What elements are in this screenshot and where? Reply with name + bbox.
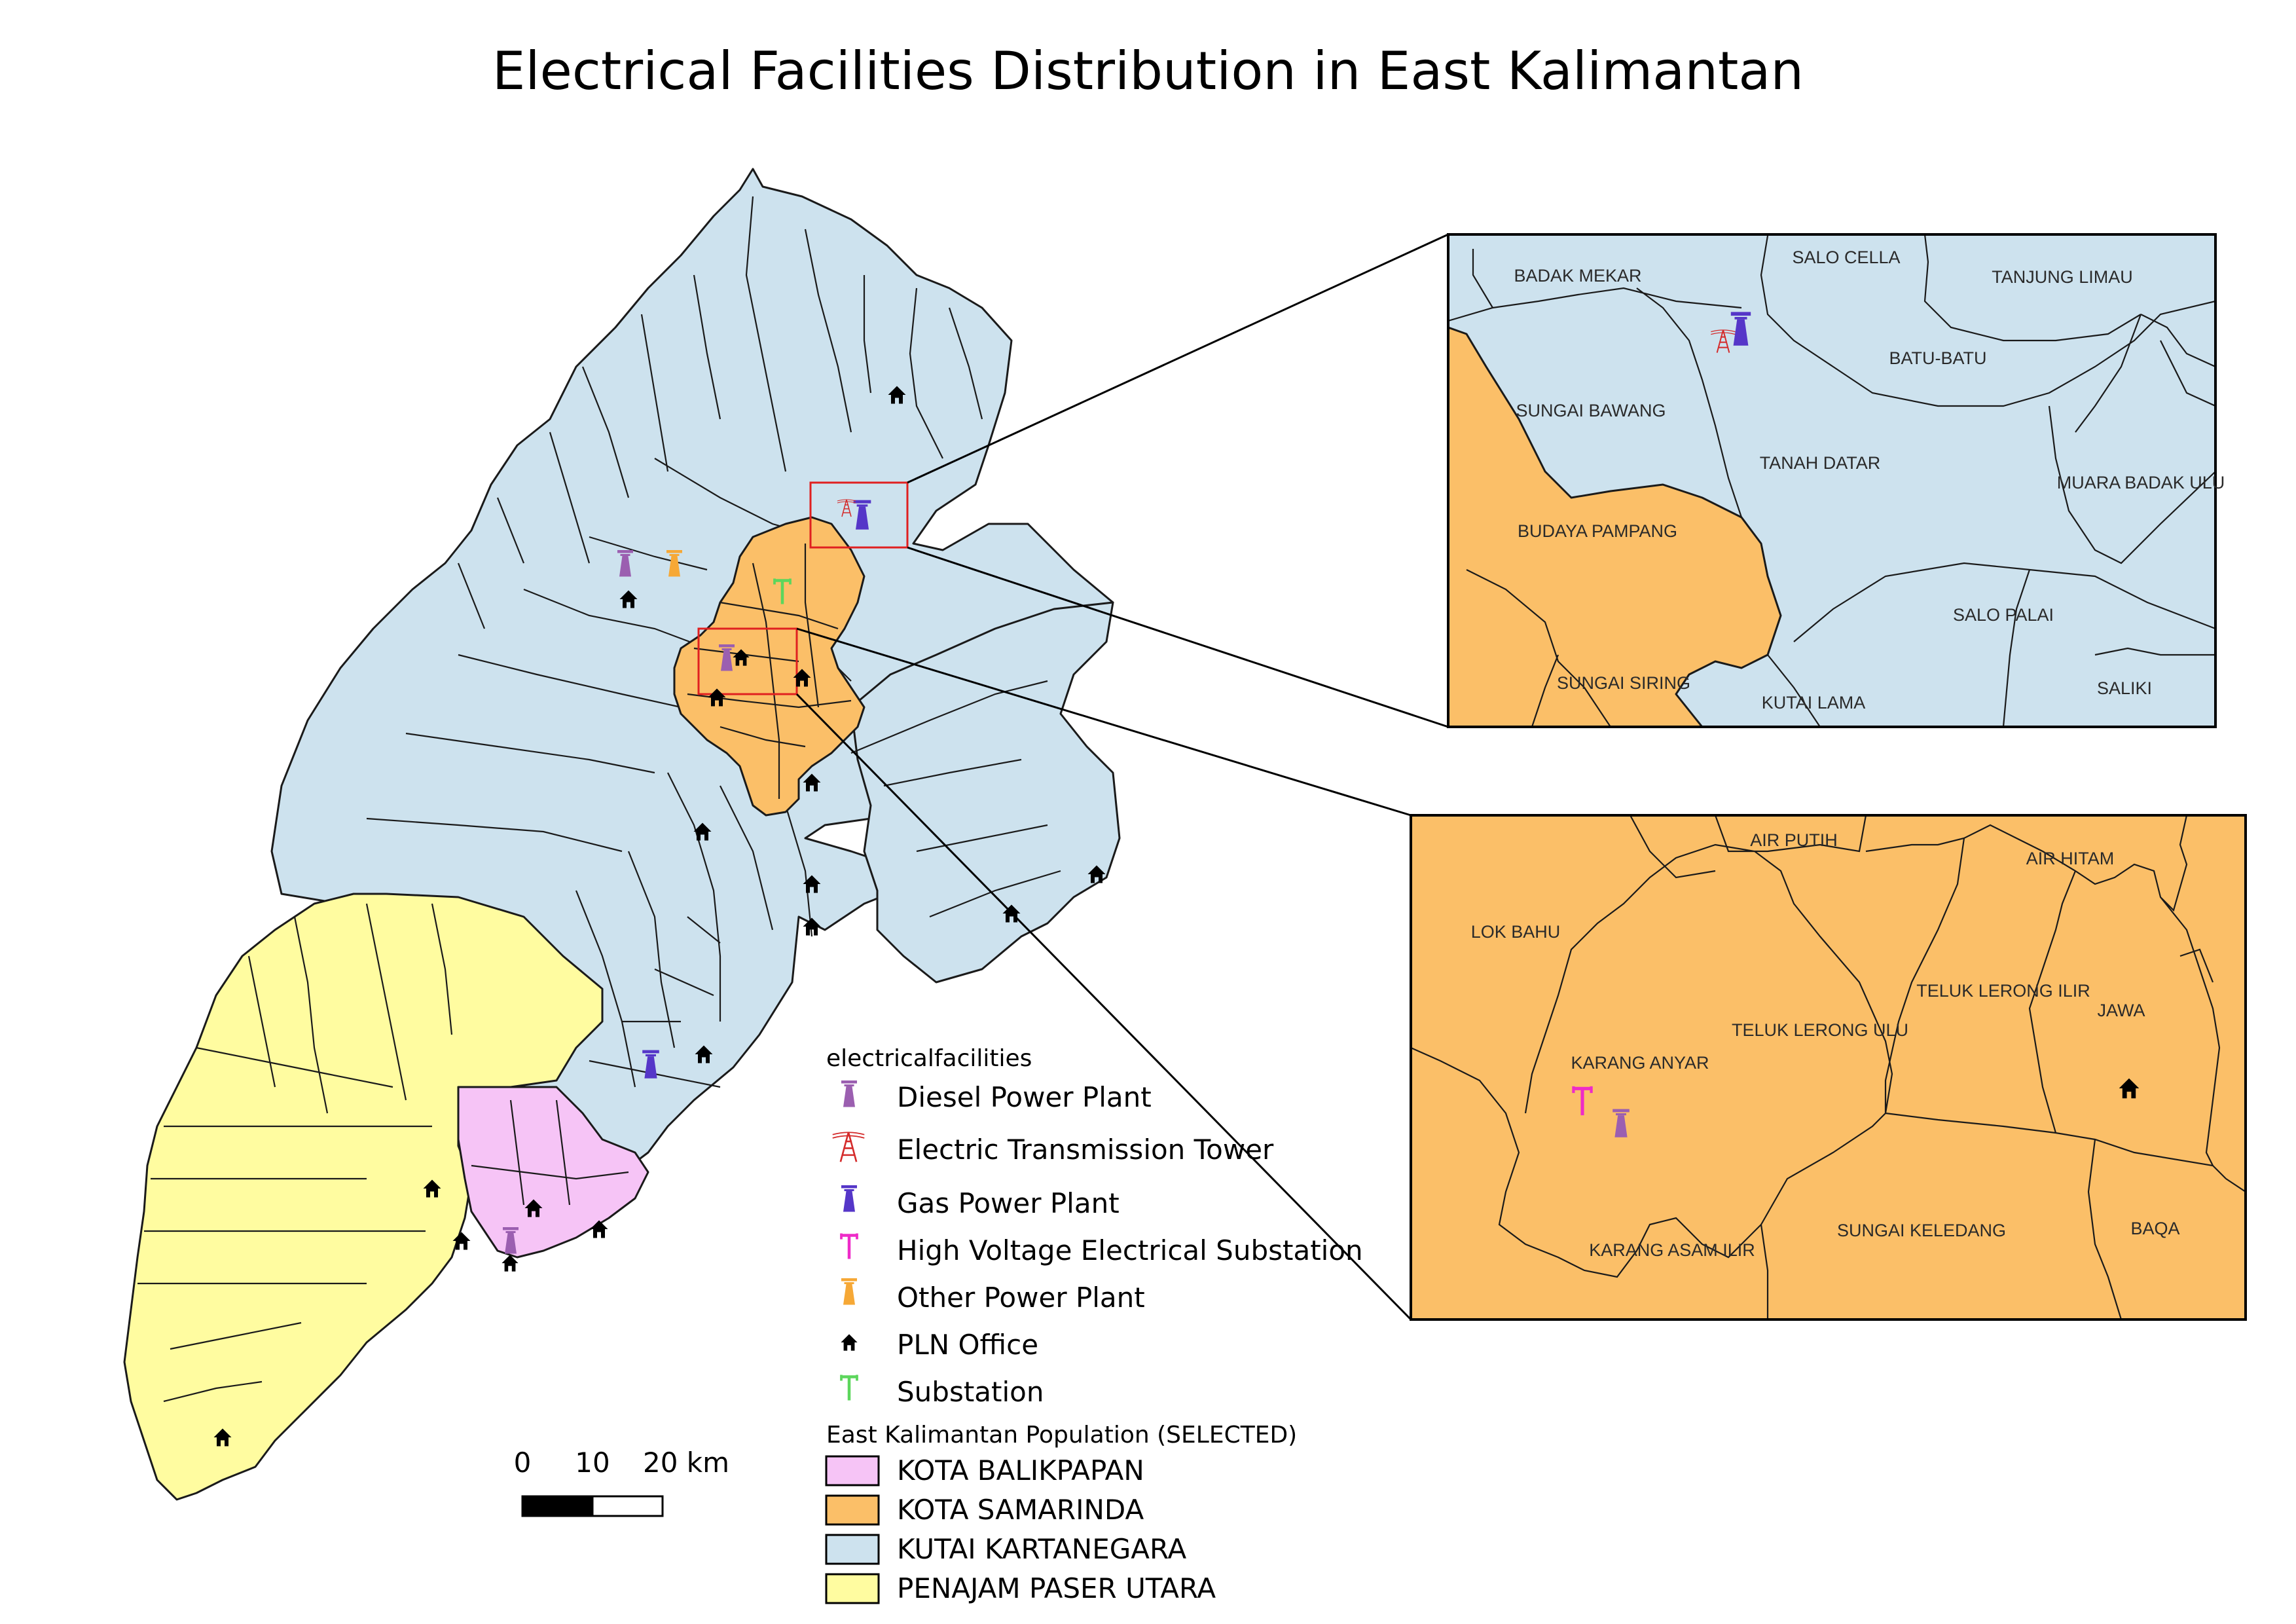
inset-top-labels: BADAK MEKAR SALO CELLA TANJUNG LIMAU BAT… [1514, 248, 2225, 712]
village-label: JAWA [2098, 1001, 2145, 1020]
substation-icon [841, 1375, 857, 1401]
legend-swatch-penajam-paser-utara [825, 1573, 880, 1604]
scale-label-10: 10 [575, 1447, 610, 1479]
inset-top: BADAK MEKAR SALO CELLA TANJUNG LIMAU BAT… [1447, 233, 2225, 728]
village-label: BATU-BATU [1889, 348, 1986, 368]
legend-label: KOTA BALIKPAPAN [897, 1454, 1144, 1486]
diesel-power-plant-icon [841, 1080, 857, 1107]
village-label: SUNGAI SIRING [1557, 673, 1690, 693]
legend-label: High Voltage Electrical Substation [897, 1234, 1363, 1266]
village-label: KUTAI LAMA [1762, 693, 1866, 712]
village-label: TELUK LERONG ULU [1732, 1020, 1908, 1040]
village-label: AIR HITAM [2026, 849, 2115, 868]
legend-swatch-kota-samarinda [825, 1494, 880, 1526]
hv-substation-icon [841, 1234, 857, 1259]
village-label: SALIKI [2097, 678, 2152, 698]
inset-top-samarinda-area[interactable] [1448, 326, 1782, 727]
village-label: SUNGAI BAWANG [1516, 401, 1666, 420]
other-power-plant-icon [841, 1278, 857, 1305]
transmission-tower-icon [831, 1131, 866, 1163]
village-label: BADAK MEKAR [1514, 266, 1641, 286]
village-label: AIR PUTIH [1750, 830, 1838, 850]
village-label: TANJUNG LIMAU [1992, 267, 2133, 287]
legend-label: KUTAI KARTANEGARA [897, 1533, 1187, 1565]
legend-label: Substation [897, 1376, 1044, 1408]
region-kota-samarinda[interactable] [673, 516, 866, 817]
main-map [123, 168, 1121, 1501]
village-label: KARANG ANYAR [1571, 1053, 1709, 1073]
inset-bottom: AIR PUTIH AIR HITAM LOK BAHU TELUK LERON… [1410, 814, 2247, 1321]
region-penajam-paser-utara[interactable] [123, 893, 604, 1501]
legend-swatch-kota-balikpapan [825, 1455, 880, 1486]
inset-bottom-extent-box [697, 627, 798, 695]
legend-label: Electric Transmission Tower [897, 1134, 1274, 1166]
gas-power-plant-icon [841, 1185, 857, 1212]
pln-office-icon [841, 1334, 858, 1351]
inset-top-extent-box [809, 481, 909, 549]
scale-label-20km: 20 km [643, 1447, 729, 1479]
legend-label: Gas Power Plant [897, 1187, 1120, 1219]
village-label: BUDAYA PAMPANG [1518, 521, 1677, 541]
village-label: SUNGAI KELEDANG [1837, 1221, 2006, 1240]
legend-label: PLN Office [897, 1329, 1038, 1361]
legend: electricalfacilities Diesel Power Plant … [825, 1045, 1363, 1604]
legend-label: Diesel Power Plant [897, 1081, 1152, 1113]
region-mahakam-delta[interactable] [850, 601, 1121, 984]
scale-label-0: 0 [514, 1447, 532, 1479]
scale-bar: 0 10 20 km [514, 1447, 729, 1517]
legend-label: Other Power Plant [897, 1282, 1145, 1314]
village-label: TANAH DATAR [1760, 453, 1881, 473]
inset-bottom-labels: AIR PUTIH AIR HITAM LOK BAHU TELUK LERON… [1471, 830, 2180, 1260]
legend-label: PENAJAM PASER UTARA [897, 1572, 1216, 1604]
map-title: Electrical Facilities Distribution in Ea… [492, 41, 1804, 101]
village-label: LOK BAHU [1471, 922, 1561, 942]
village-label: SALO CELLA [1792, 248, 1900, 267]
village-label: SALO PALAI [1953, 605, 2054, 625]
legend-swatch-kutai-kartanegara [825, 1534, 880, 1565]
village-label: KARANG ASAM ILIR [1589, 1240, 1755, 1260]
legend-population-title: East Kalimantan Population (SELECTED) [826, 1422, 1297, 1449]
village-label: BAQA [2130, 1219, 2179, 1238]
village-label: TELUK LERONG ILIR [1916, 981, 2090, 1001]
legend-label: KOTA SAMARINDA [897, 1494, 1144, 1526]
legend-facilities-title: electricalfacilities [826, 1045, 1032, 1072]
village-label: MUARA BADAK ULU [2057, 473, 2225, 492]
